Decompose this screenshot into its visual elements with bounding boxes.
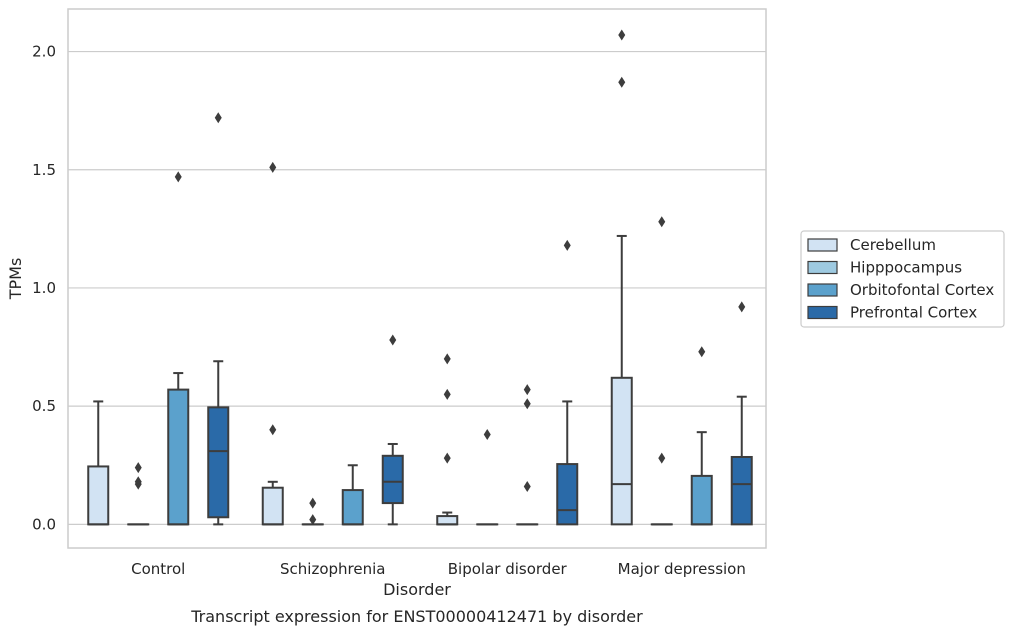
y-tick-label: 2.0 xyxy=(32,43,56,61)
outlier-marker xyxy=(523,384,531,396)
box-body xyxy=(87,465,110,526)
outlier-marker xyxy=(443,452,451,464)
box-body xyxy=(381,454,404,505)
legend-label: Prefrontal Cortex xyxy=(850,304,977,322)
outlier-marker xyxy=(443,388,451,400)
y-tick-label: 1.5 xyxy=(32,161,56,179)
outlier-marker xyxy=(618,29,626,41)
legend-frame xyxy=(800,230,1005,328)
legend-label: Orbitofontal Cortex xyxy=(850,281,994,299)
box-hipppocampus xyxy=(301,497,324,526)
outlier-marker xyxy=(134,476,142,488)
box-prefrontal-cortex xyxy=(730,301,753,526)
outlier-marker xyxy=(483,429,491,441)
box-orbitofontal-cortex xyxy=(516,384,539,526)
outlier-marker xyxy=(658,452,666,464)
box-cerebellum xyxy=(87,400,110,526)
box-body xyxy=(730,455,753,526)
box-body xyxy=(341,489,364,526)
legend-swatch xyxy=(807,305,838,320)
outlier-marker xyxy=(309,514,317,526)
outlier-marker xyxy=(523,398,531,410)
outlier-marker xyxy=(738,301,746,313)
x-tick-label: Major depression xyxy=(618,560,746,578)
legend-swatch xyxy=(807,260,838,275)
outlier-marker xyxy=(214,112,222,124)
x-tick-label: Bipolar disorder xyxy=(448,560,568,578)
legend-swatch xyxy=(807,283,838,297)
box-prefrontal-cortex xyxy=(556,239,579,526)
box-body xyxy=(610,376,633,526)
box-orbitofontal-cortex xyxy=(167,171,190,526)
outlier-marker xyxy=(134,462,142,474)
box-body xyxy=(207,406,230,519)
x-axis-title: Disorder xyxy=(383,580,451,599)
box-prefrontal-cortex xyxy=(207,112,230,526)
outlier-marker xyxy=(618,76,626,88)
plot-area-frame xyxy=(67,8,767,549)
outlier-marker xyxy=(389,334,397,346)
legend: Cerebellum Hipppocampus Orbitofontal Corte… xyxy=(800,230,1005,328)
box-cerebellum xyxy=(261,161,284,526)
outlier-marker xyxy=(523,481,531,493)
outlier-marker xyxy=(563,239,571,251)
y-tick-label: 0.0 xyxy=(32,515,56,533)
outlier-marker xyxy=(309,497,317,509)
legend-label: Hipppocampus xyxy=(850,259,962,277)
outlier-marker xyxy=(698,346,706,358)
box-body xyxy=(690,474,713,526)
box-body xyxy=(261,486,284,526)
box-hipppocampus xyxy=(650,216,673,526)
outlier-marker xyxy=(269,161,277,173)
box-orbitofontal-cortex xyxy=(690,346,713,526)
x-tick-label: Schizophrenia xyxy=(280,560,385,578)
x-axis-ticks: Control Schizophrenia Bipolar disorder Majo… xyxy=(131,560,746,578)
box-orbitofontal-cortex xyxy=(341,464,364,526)
box-hipppocampus xyxy=(476,429,499,526)
box-body xyxy=(167,388,190,526)
figure-caption: Transcript expression for ENST0000041247… xyxy=(190,607,643,626)
legend-swatch xyxy=(807,238,838,252)
box-body xyxy=(436,515,459,526)
y-tick-label: 0.5 xyxy=(32,397,56,415)
x-tick-label: Control xyxy=(131,560,185,578)
outlier-marker xyxy=(658,216,666,228)
box-prefrontal-cortex xyxy=(381,334,404,526)
outlier-marker xyxy=(269,424,277,436)
legend-label: Cerebellum xyxy=(850,236,936,254)
y-axis-title: TPMs xyxy=(6,258,25,301)
box-hipppocampus xyxy=(127,462,150,526)
box-groups xyxy=(87,29,753,526)
y-axis-ticks: 0.0 0.5 1.0 1.5 2.0 xyxy=(32,43,56,534)
y-tick-label: 1.0 xyxy=(32,279,56,297)
box-cerebellum xyxy=(436,353,459,526)
box-cerebellum xyxy=(610,29,633,526)
outlier-marker xyxy=(174,171,182,183)
outlier-marker xyxy=(443,353,451,365)
box-body xyxy=(556,463,579,526)
